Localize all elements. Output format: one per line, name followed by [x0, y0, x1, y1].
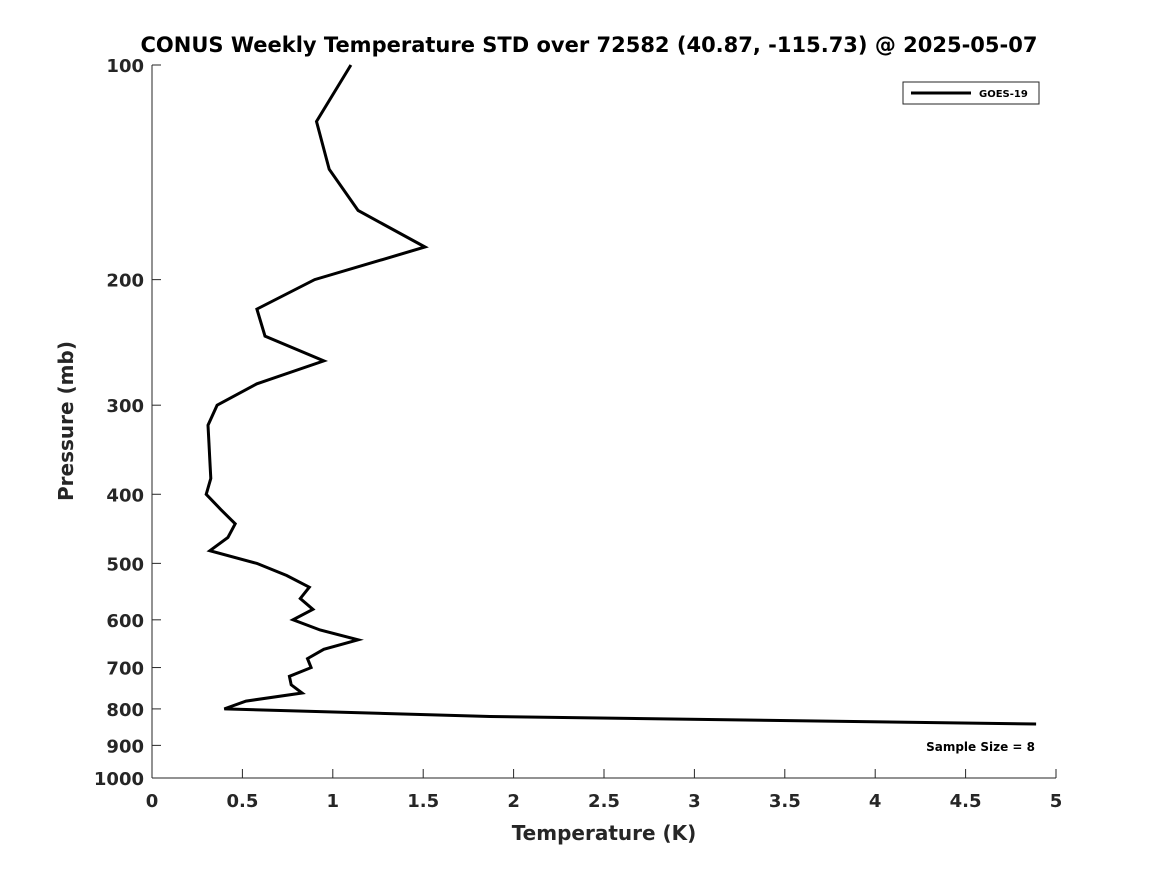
plot-area — [152, 65, 1056, 778]
x-tick-label: 3 — [688, 791, 701, 812]
series-line-goes-19 — [204, 64, 1037, 726]
x-tick-label: 1.5 — [407, 791, 439, 812]
x-tick-label: 4 — [869, 791, 882, 812]
x-tick-label: 4.5 — [950, 791, 982, 812]
y-tick-label: 700 — [106, 659, 144, 680]
y-tick-label: 500 — [106, 554, 144, 575]
x-tick-label: 0 — [146, 791, 159, 812]
y-tick-label: 900 — [106, 736, 144, 757]
y-tick-label: 1000 — [94, 769, 144, 790]
x-tick-label: 5 — [1050, 791, 1063, 812]
chart-title: CONUS Weekly Temperature STD over 72582 … — [141, 33, 1038, 57]
sample-size-annotation: Sample Size = 8 — [926, 740, 1035, 754]
legend-label: GOES-19 — [979, 89, 1028, 100]
y-tick-label: 800 — [106, 700, 144, 721]
y-tick-label: 300 — [106, 396, 144, 417]
y-tick-label: 100 — [106, 56, 144, 77]
x-tick-label: 3.5 — [769, 791, 801, 812]
x-tick-label: 0.5 — [226, 791, 258, 812]
y-tick-label: 200 — [106, 271, 144, 292]
y-tick-label: 600 — [106, 611, 144, 632]
y-tick-label: 400 — [106, 485, 144, 506]
legend: GOES-19 — [902, 81, 1040, 105]
y-axis-label: Pressure (mb) — [54, 341, 78, 501]
x-tick-label: 1 — [327, 791, 340, 812]
x-tick-label: 2.5 — [588, 791, 620, 812]
x-axis-label: Temperature (K) — [512, 821, 697, 845]
x-tick-label: 2 — [507, 791, 520, 812]
